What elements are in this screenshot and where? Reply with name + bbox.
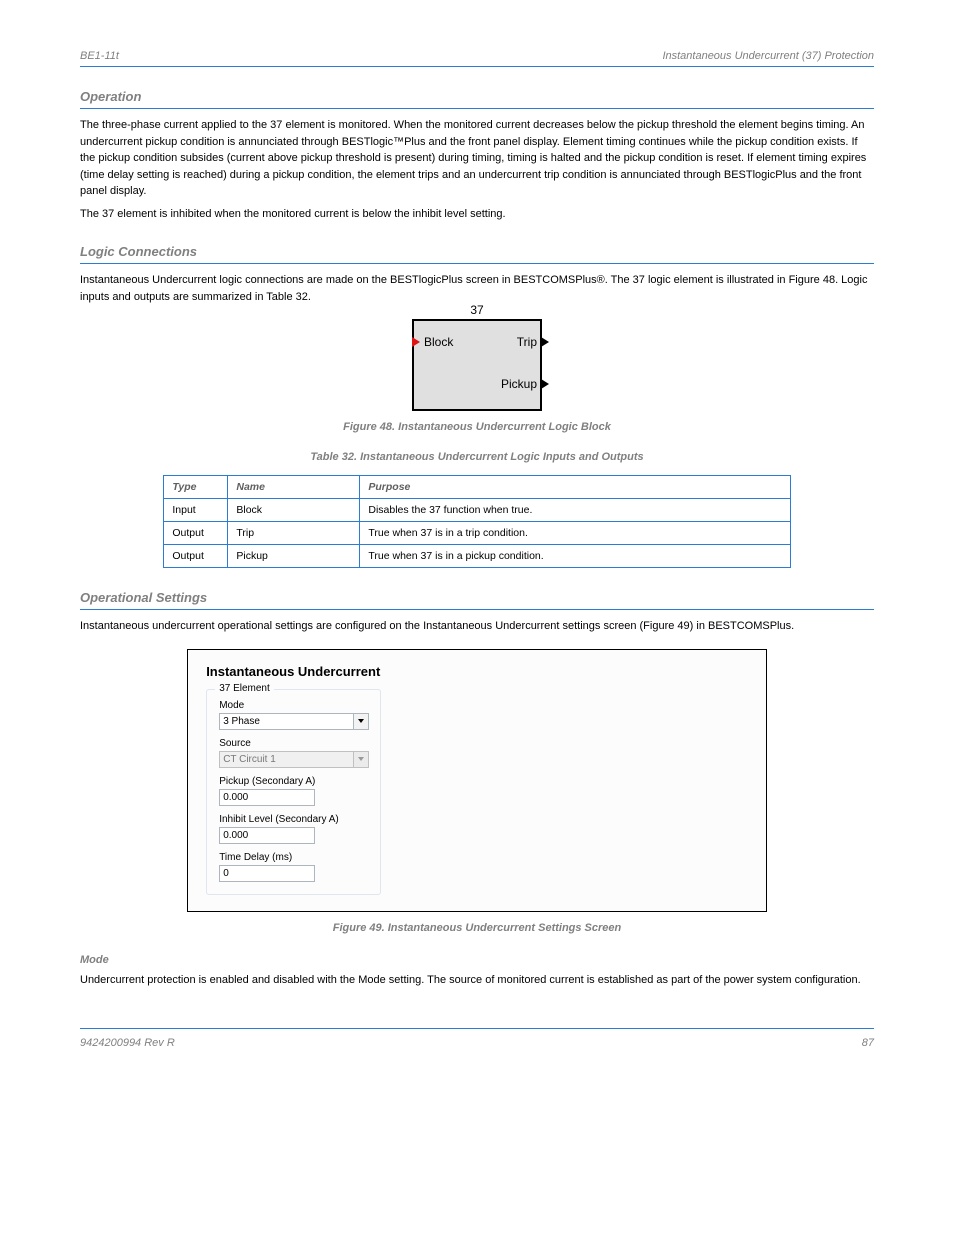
header-left: BE1-11t	[80, 50, 119, 62]
delay-label: Time Delay (ms)	[219, 852, 368, 863]
section-operation-title: Operation	[80, 89, 874, 104]
cell: Pickup	[228, 545, 360, 568]
table-32-heading: Table 32. Instantaneous Undercurrent Log…	[80, 451, 874, 463]
section-mode-title: Mode	[80, 954, 874, 966]
inhibit-label: Inhibit Level (Secondary A)	[219, 814, 368, 825]
port-pickup: Pickup	[497, 377, 549, 391]
source-label: Source	[219, 738, 368, 749]
inhibit-value: 0.000	[223, 830, 248, 841]
logic-rule	[80, 263, 874, 264]
col-name: Name	[228, 476, 360, 499]
opsettings-rule	[80, 609, 874, 610]
mode-value: 3 Phase	[223, 716, 260, 727]
port-pickup-label: Pickup	[501, 377, 537, 391]
mode-select[interactable]: 3 Phase	[219, 713, 369, 730]
arrow-icon	[541, 337, 549, 347]
col-type: Type	[164, 476, 228, 499]
screenshot-undercurrent: Instantaneous Undercurrent 37 Element Mo…	[187, 649, 767, 912]
section-logic-title: Logic Connections	[80, 244, 874, 259]
footer-right: 87	[862, 1037, 874, 1049]
table-row: Output Pickup True when 37 is in a picku…	[164, 545, 790, 568]
cell: Trip	[228, 522, 360, 545]
cell: Output	[164, 522, 228, 545]
port-trip: Trip	[513, 335, 549, 349]
arrow-icon	[541, 379, 549, 389]
io-table: Type Name Purpose Input Block Disables t…	[163, 475, 790, 568]
pickup-label: Pickup (Secondary A)	[219, 776, 368, 787]
port-block: Block	[412, 335, 457, 349]
fieldset-legend: 37 Element	[215, 683, 274, 694]
cell: True when 37 is in a pickup condition.	[360, 545, 790, 568]
logic-block-title: 37	[414, 303, 540, 317]
logic-intro: Instantaneous Undercurrent logic connect…	[80, 272, 874, 305]
section-opsettings-title: Operational Settings	[80, 590, 874, 605]
port-trip-label: Trip	[517, 335, 537, 349]
page-footer: 9424200994 Rev R 87	[80, 1037, 874, 1049]
cell: True when 37 is in a trip condition.	[360, 522, 790, 545]
header-right: Instantaneous Undercurrent (37) Protecti…	[662, 50, 874, 62]
chevron-down-icon	[353, 714, 368, 729]
table-header-row: Type Name Purpose	[164, 476, 790, 499]
cell: Output	[164, 545, 228, 568]
screenshot-title: Instantaneous Undercurrent	[206, 664, 748, 679]
delay-input[interactable]: 0	[219, 865, 315, 882]
delay-value: 0	[223, 868, 229, 879]
port-block-label: Block	[424, 335, 453, 349]
table-row: Output Trip True when 37 is in a trip co…	[164, 522, 790, 545]
source-select: CT Circuit 1	[219, 751, 369, 768]
mode-label: Mode	[219, 700, 368, 711]
footer-rule	[80, 1028, 874, 1029]
source-value: CT Circuit 1	[223, 754, 276, 765]
inhibit-input[interactable]: 0.000	[219, 827, 315, 844]
chevron-down-icon	[353, 752, 368, 767]
page-header: BE1-11t Instantaneous Undercurrent (37) …	[80, 50, 874, 62]
opsettings-intro: Instantaneous undercurrent operational s…	[80, 618, 874, 635]
arrow-icon	[412, 337, 420, 347]
cell: Block	[228, 499, 360, 522]
operation-rule	[80, 108, 874, 109]
operation-inhibit: The 37 element is inhibited when the mon…	[80, 206, 874, 223]
pickup-value: 0.000	[223, 792, 248, 803]
cell: Input	[164, 499, 228, 522]
cell: Disables the 37 function when true.	[360, 499, 790, 522]
mode-paragraph: Undercurrent protection is enabled and d…	[80, 972, 874, 989]
col-purpose: Purpose	[360, 476, 790, 499]
operation-paragraph: The three-phase current applied to the 3…	[80, 117, 874, 200]
table-row: Input Block Disables the 37 function whe…	[164, 499, 790, 522]
figure-49-caption: Figure 49. Instantaneous Undercurrent Se…	[187, 922, 767, 934]
figure-48-caption: Figure 48. Instantaneous Undercurrent Lo…	[80, 421, 874, 433]
logic-block-37: 37 Block Trip Pickup	[412, 319, 542, 411]
footer-left: 9424200994 Rev R	[80, 1037, 175, 1049]
fieldset-37: 37 Element Mode 3 Phase Source CT Circui…	[206, 689, 381, 895]
header-rule	[80, 66, 874, 67]
pickup-input[interactable]: 0.000	[219, 789, 315, 806]
